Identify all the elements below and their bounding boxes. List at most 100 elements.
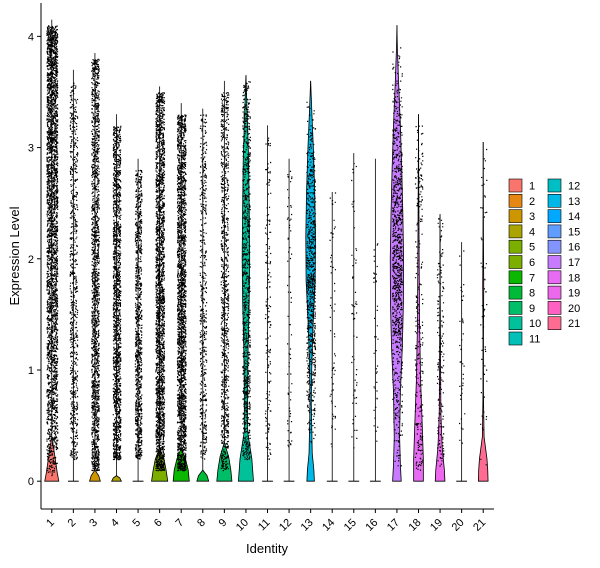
legend-item: 11	[508, 331, 540, 346]
violin-group	[44, 19, 60, 482]
legend-label: 12	[568, 181, 580, 193]
jitter-points	[264, 137, 272, 460]
jitter-points	[286, 170, 293, 448]
y-tick-label: 4	[28, 31, 34, 43]
x-tick-label: 14	[320, 517, 337, 534]
legend-label: 20	[568, 303, 580, 315]
legend-item: 3	[508, 209, 535, 223]
violin-shape	[237, 75, 254, 482]
violin-group	[369, 158, 381, 482]
legend-item: 8	[508, 285, 535, 300]
legend-label: 10	[529, 318, 541, 330]
violin-group	[348, 153, 360, 482]
legend-swatch	[508, 178, 523, 193]
jitter-points	[436, 218, 445, 467]
jitter-points	[480, 148, 488, 466]
y-tick-label: 0	[28, 476, 34, 488]
legend-label: 18	[568, 272, 580, 284]
violin-shape	[413, 114, 424, 482]
x-tick-label: 1	[44, 517, 57, 530]
legend-swatch	[508, 301, 523, 315]
violin-group	[456, 242, 468, 482]
violin-shape	[196, 469, 210, 482]
violin-group	[434, 214, 446, 482]
legend-label: 1	[529, 181, 535, 193]
legend-swatch	[508, 194, 523, 208]
legend-label: 6	[529, 257, 535, 269]
legend-swatch	[547, 316, 562, 331]
y-tick-label: 3	[28, 143, 34, 155]
x-tick-label: 5	[130, 517, 143, 530]
jitter-points	[351, 163, 358, 449]
violin-group	[196, 108, 210, 482]
violin-group	[89, 53, 101, 482]
legend-swatch	[508, 255, 523, 269]
legend-swatch	[547, 270, 562, 285]
jitter-points	[155, 92, 166, 472]
legend-swatch	[547, 194, 562, 208]
violin-group	[67, 69, 79, 482]
jitter-points	[46, 25, 59, 477]
violin-group	[283, 158, 295, 482]
violin-group	[413, 114, 424, 482]
legend-item: 14	[547, 209, 580, 223]
legend-swatch	[547, 255, 562, 269]
x-axis-ticks: 1 2 3 4 5 6 7 8 9 10 11 12 13 14 15 16 17 18 19 20 21	[44, 509, 488, 534]
x-tick-label: 19	[428, 517, 445, 534]
jitter-points	[392, 47, 403, 467]
violin-shape	[477, 142, 489, 482]
legend-item: 20	[547, 301, 580, 315]
violin-group	[216, 80, 233, 482]
legend-swatch	[508, 209, 523, 223]
legend-swatch	[547, 285, 562, 300]
x-tick-label: 10	[234, 517, 251, 534]
y-axis-ticks: 0 1 2 3 4	[28, 31, 41, 488]
legend-item: 17	[547, 255, 580, 269]
jitter-points	[91, 58, 100, 472]
x-tick-label: 16	[363, 517, 380, 534]
violin-group	[111, 114, 122, 482]
violin-group	[389, 25, 405, 482]
legend-swatch	[547, 178, 562, 193]
legend-item: 7	[508, 270, 535, 285]
legend-label: 15	[568, 226, 580, 238]
jitter-points	[134, 169, 143, 460]
legend-label: 7	[529, 272, 535, 284]
legend-item: 6	[508, 255, 535, 269]
legend-label: 13	[568, 196, 580, 208]
violin-group	[151, 86, 169, 482]
jitter-points	[220, 92, 230, 472]
x-tick-label: 15	[342, 517, 359, 534]
violin-shape	[111, 475, 122, 482]
violin-group	[305, 80, 317, 482]
legend-swatch	[547, 239, 562, 254]
legend-label: 9	[529, 303, 535, 315]
legend-item: 13	[547, 194, 580, 208]
legend-item: 4	[508, 224, 535, 239]
jitter-points	[306, 101, 317, 444]
x-tick-label: 11	[256, 517, 273, 534]
y-axis-title: Expression Level	[7, 206, 22, 305]
x-tick-label: 12	[277, 517, 294, 534]
legend-swatch	[508, 224, 523, 239]
jitter-points	[69, 82, 79, 461]
legend-label: 4	[529, 226, 535, 238]
x-tick-label: 9	[217, 517, 230, 530]
legend-label: 2	[529, 196, 535, 208]
violin-shape	[216, 440, 233, 482]
legend-item: 18	[547, 270, 580, 285]
legend-label: 3	[529, 211, 535, 223]
legend-item: 21	[547, 316, 580, 331]
y-tick-label: 2	[28, 254, 34, 266]
x-tick-label: 2	[66, 517, 79, 530]
x-axis-title: Identity	[246, 541, 288, 556]
jitter-points	[176, 114, 187, 472]
legend-swatch	[547, 301, 562, 315]
legend-swatch	[508, 285, 523, 300]
jitter-points	[199, 114, 208, 460]
violin-group	[326, 192, 338, 482]
legend-swatch	[508, 270, 523, 285]
violin-group	[477, 142, 489, 482]
